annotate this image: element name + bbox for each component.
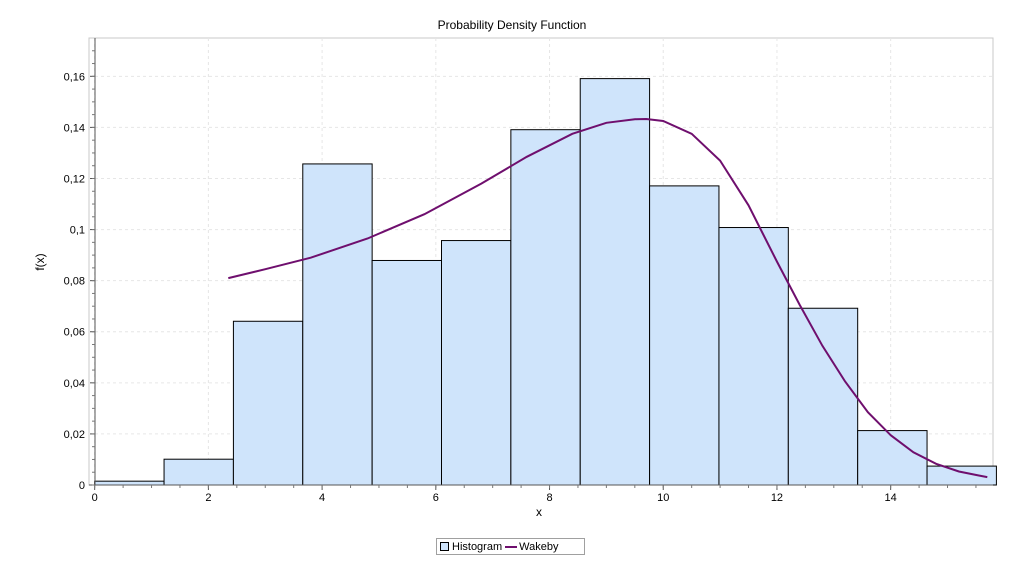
axes: 0 0,02 0,04 0,06 0,08 0,1 0,12 0,14 0,16 0 2 4 6 8 10 1… [64, 38, 993, 504]
histogram-bar [94, 480, 165, 486]
wakeby-legend-label: Wakeby [519, 540, 559, 553]
y-tick-label: 0,08 [64, 276, 85, 288]
x-tick-label: 6 [433, 492, 439, 504]
x-tick-label: 12 [771, 492, 783, 504]
histogram-bar [649, 185, 720, 486]
x-tick-label: 2 [205, 492, 211, 504]
histogram-bar [510, 129, 581, 486]
x-tick-label: 0 [92, 492, 98, 504]
x-axis-label: x [536, 505, 542, 519]
histogram-bar [371, 259, 443, 486]
histogram-bar [926, 465, 997, 486]
wakeby-line [228, 117, 988, 479]
wakeby-legend-swatch [505, 545, 518, 548]
legend: Histogram Wakeby [436, 538, 585, 555]
y-tick-label: 0,02 [64, 429, 85, 441]
x-tick-label: 8 [546, 492, 552, 504]
y-tick-label: 0,1 [70, 225, 85, 237]
y-tick-label: 0,16 [64, 71, 85, 83]
histogram-bar [232, 320, 304, 486]
histogram-bar [787, 307, 859, 486]
histogram-bar [857, 430, 928, 486]
histogram-bar [302, 163, 373, 486]
histogram-bar [441, 240, 512, 486]
x-tick-label: 4 [319, 492, 325, 504]
wakeby-curve [228, 117, 988, 479]
histogram-bar [718, 227, 789, 486]
y-tick-label: 0,12 [64, 173, 85, 185]
histogram-bar [163, 458, 234, 486]
histogram-legend-label: Histogram [452, 540, 503, 553]
y-tick-label: 0,14 [64, 122, 85, 134]
chart-title: Probability Density Function [438, 18, 587, 32]
histogram-bar [579, 78, 651, 486]
y-axis-label: f(x) [33, 253, 47, 270]
x-tick-label: 10 [657, 492, 669, 504]
histogram-bars [94, 78, 997, 486]
x-tick-label: 14 [885, 492, 897, 504]
histogram-legend-swatch [440, 542, 449, 551]
y-tick-label: 0 [79, 480, 85, 492]
y-tick-label: 0,06 [64, 327, 85, 339]
y-tick-label: 0,04 [64, 378, 85, 390]
